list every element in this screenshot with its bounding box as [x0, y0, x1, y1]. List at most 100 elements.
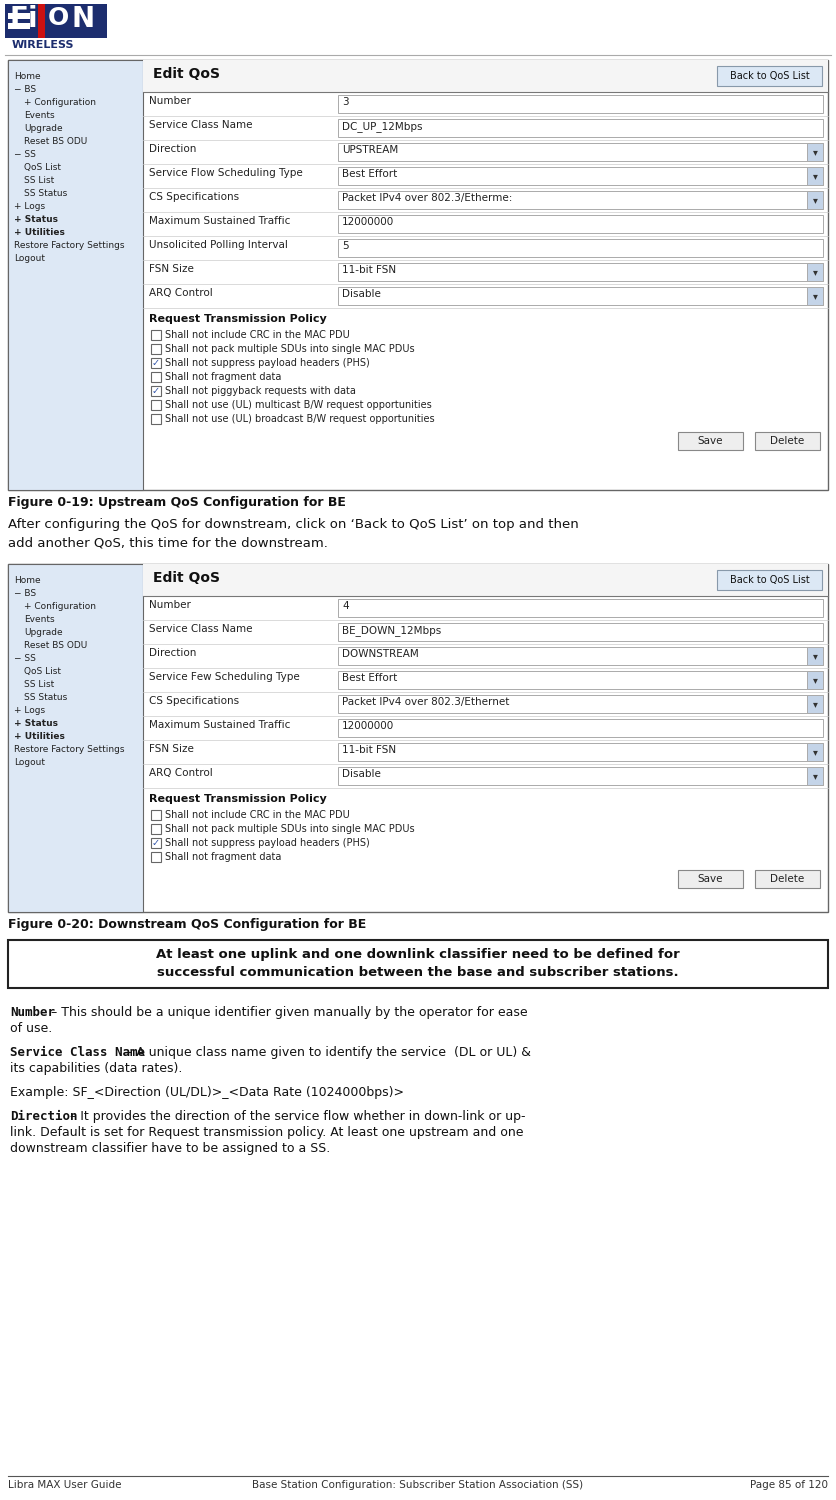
Text: Restore Factory Settings: Restore Factory Settings — [14, 242, 125, 250]
Text: Maximum Sustained Traffic: Maximum Sustained Traffic — [149, 216, 290, 226]
Bar — [338, 238, 823, 256]
Bar — [8, 940, 828, 988]
Text: Shall not fragment data: Shall not fragment data — [165, 852, 282, 862]
Text: ▾: ▾ — [813, 171, 818, 182]
Text: Logout: Logout — [14, 758, 45, 766]
Bar — [807, 766, 823, 784]
Text: Number: Number — [10, 1007, 55, 1019]
Bar — [8, 60, 828, 491]
Text: − BS: − BS — [14, 86, 36, 94]
Text: + Status: + Status — [14, 718, 58, 728]
Text: Request Transmission Policy: Request Transmission Policy — [149, 314, 327, 324]
Bar — [143, 60, 828, 92]
Text: Save: Save — [697, 874, 723, 884]
Text: add another QoS, this time for the downstream.: add another QoS, this time for the downs… — [8, 536, 328, 549]
Text: + Status: + Status — [14, 214, 58, 223]
Text: Save: Save — [697, 436, 723, 445]
Bar — [755, 870, 820, 888]
Bar — [338, 646, 823, 664]
Text: UPSTREAM: UPSTREAM — [342, 146, 398, 154]
Text: ▾: ▾ — [813, 699, 818, 709]
Text: + Logs: + Logs — [14, 202, 45, 211]
Text: Best Effort: Best Effort — [342, 674, 397, 682]
Text: WIRELESS: WIRELESS — [12, 40, 74, 50]
Bar — [338, 718, 823, 736]
Text: Shall not fragment data: Shall not fragment data — [165, 372, 282, 382]
Bar — [151, 810, 161, 820]
Text: – A unique class name given to identify the service  (DL or UL) &: – A unique class name given to identify … — [121, 1046, 531, 1059]
Text: Edit QoS: Edit QoS — [153, 572, 220, 585]
Bar — [151, 358, 161, 368]
Text: Number: Number — [149, 96, 191, 106]
Text: CS Specifications: CS Specifications — [149, 696, 239, 706]
Text: – It provides the direction of the service flow whether in down-link or up-: – It provides the direction of the servi… — [66, 1110, 525, 1124]
Text: Direction: Direction — [149, 648, 196, 658]
Bar — [338, 598, 823, 616]
Text: ARQ Control: ARQ Control — [149, 768, 212, 778]
Text: − SS: − SS — [14, 150, 36, 159]
Bar — [807, 742, 823, 760]
Text: Shall not suppress payload headers (PHS): Shall not suppress payload headers (PHS) — [165, 358, 370, 368]
Text: ▾: ▾ — [813, 291, 818, 302]
Bar — [338, 622, 823, 640]
Text: DC_UP_12Mbps: DC_UP_12Mbps — [342, 122, 422, 132]
Bar — [338, 262, 823, 280]
Bar — [807, 166, 823, 184]
Text: SS Status: SS Status — [24, 693, 67, 702]
Bar — [717, 570, 822, 590]
Text: Service Class Name: Service Class Name — [149, 120, 252, 130]
Text: Shall not pack multiple SDUs into single MAC PDUs: Shall not pack multiple SDUs into single… — [165, 344, 415, 354]
Bar — [38, 4, 45, 38]
Bar — [338, 286, 823, 304]
Bar — [338, 766, 823, 784]
Bar — [807, 190, 823, 208]
Bar — [807, 262, 823, 280]
Text: Logout: Logout — [14, 254, 45, 262]
Text: Disable: Disable — [342, 290, 381, 298]
Bar — [151, 852, 161, 862]
Text: ▾: ▾ — [813, 747, 818, 758]
Text: ▾: ▾ — [813, 771, 818, 782]
Bar — [807, 694, 823, 712]
Bar — [151, 400, 161, 410]
Bar — [8, 8, 30, 34]
Text: FSN Size: FSN Size — [149, 264, 194, 274]
Bar — [338, 694, 823, 712]
Bar — [755, 432, 820, 450]
Text: Service Class Name: Service Class Name — [149, 624, 252, 634]
Text: Unsolicited Polling Interval: Unsolicited Polling Interval — [149, 240, 288, 250]
Bar — [151, 372, 161, 382]
Bar — [717, 66, 822, 86]
Text: 11-bit FSN: 11-bit FSN — [342, 266, 396, 274]
Text: CS Specifications: CS Specifications — [149, 192, 239, 202]
Text: Reset BS ODU: Reset BS ODU — [24, 136, 87, 146]
Text: Back to QoS List: Back to QoS List — [730, 574, 809, 585]
Text: Restore Factory Settings: Restore Factory Settings — [14, 746, 125, 754]
Text: DOWNSTREAM: DOWNSTREAM — [342, 650, 419, 658]
Text: – This should be a unique identifier given manually by the operator for ease: – This should be a unique identifier giv… — [47, 1007, 528, 1019]
Text: Figure 0-20: Downstream QoS Configuration for BE: Figure 0-20: Downstream QoS Configuratio… — [8, 918, 366, 932]
Text: Shall not suppress payload headers (PHS): Shall not suppress payload headers (PHS) — [165, 839, 370, 848]
Text: Shall not pack multiple SDUs into single MAC PDUs: Shall not pack multiple SDUs into single… — [165, 824, 415, 834]
Bar — [143, 564, 828, 596]
Text: successful communication between the base and subscriber stations.: successful communication between the bas… — [157, 966, 679, 980]
Text: 3: 3 — [342, 98, 349, 106]
Text: Delete: Delete — [770, 874, 804, 884]
Bar — [5, 4, 107, 38]
Text: Edit QoS: Edit QoS — [153, 68, 220, 81]
Text: N: N — [72, 4, 95, 33]
Text: Events: Events — [24, 615, 54, 624]
Text: 11-bit FSN: 11-bit FSN — [342, 746, 396, 754]
Text: Page 85 of 120: Page 85 of 120 — [750, 1480, 828, 1490]
Text: Packet IPv4 over 802.3/Ethernet: Packet IPv4 over 802.3/Ethernet — [342, 698, 509, 706]
Bar — [807, 142, 823, 160]
Text: Direction: Direction — [149, 144, 196, 154]
Text: ✓: ✓ — [152, 839, 160, 848]
Text: SS List: SS List — [24, 176, 54, 184]
Bar — [338, 190, 823, 208]
Text: + Logs: + Logs — [14, 706, 45, 716]
Text: Service Flow Scheduling Type: Service Flow Scheduling Type — [149, 168, 303, 178]
Bar — [151, 330, 161, 340]
Bar — [8, 60, 143, 491]
Bar — [151, 414, 161, 424]
